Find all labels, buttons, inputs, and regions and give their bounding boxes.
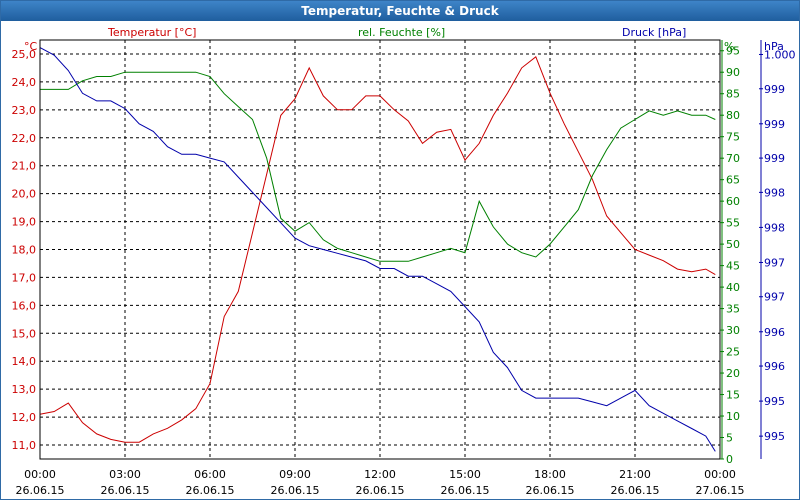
y-right2-tick-label: 998 — [764, 221, 785, 234]
y-left-tick-label: 21,0 — [12, 160, 37, 173]
y-right1-tick-label: 50 — [726, 238, 740, 251]
y-right1-tick-label: 40 — [726, 281, 740, 294]
x-tick-label: 18:00 — [534, 468, 566, 481]
y-right1-tick-label: 95 — [726, 45, 740, 58]
x-tick-label: 15:00 — [449, 468, 481, 481]
y-right1-tick-label: 85 — [726, 88, 740, 101]
x-tick-label: 00:00 — [704, 468, 736, 481]
x-tick-label: 27.06.15 — [696, 484, 745, 497]
x-tick-label: 26.06.15 — [186, 484, 235, 497]
y-left-tick-label: 14,0 — [12, 355, 37, 368]
y-right1-tick-label: 55 — [726, 217, 740, 230]
x-tick-label: 26.06.15 — [101, 484, 150, 497]
y-left-tick-label: 25,0 — [12, 48, 37, 61]
axis-labels: 00:00 26.06.15 03:00 26.06.15 06:00 26.06.15 0… — [12, 26, 796, 497]
x-tick-label: 26.06.15 — [526, 484, 575, 497]
y-right1-tick-label: 0 — [726, 453, 733, 466]
y-right2-unit: hPa — [764, 40, 784, 53]
x-tick-label: 26.06.15 — [271, 484, 320, 497]
axes — [39, 39, 763, 460]
x-tick-label: 00:00 — [24, 468, 56, 481]
y-right1-tick-label: 45 — [726, 260, 740, 273]
y-right2-tick-label: 995 — [764, 395, 785, 408]
y-left-tick-label: 23,0 — [12, 104, 37, 117]
y-right1-tick-label: 15 — [726, 389, 740, 402]
grid-lines — [40, 40, 720, 459]
x-tick-label: 21:00 — [619, 468, 651, 481]
legend-pressure: Druck [hPa] — [622, 26, 686, 39]
y-right1-tick-label: 30 — [726, 324, 740, 337]
y-right1-tick-label: 65 — [726, 174, 740, 187]
plot-border — [39, 39, 721, 460]
x-tick-label: 26.06.15 — [356, 484, 405, 497]
y-right1-unit: % — [724, 40, 734, 53]
y-right2-tick-label: 999 — [764, 152, 785, 165]
chart-title: Temperatur, Feuchte & Druck — [1, 1, 799, 21]
y-right2-tick-label: 996 — [764, 360, 785, 373]
x-tick-label: 03:00 — [109, 468, 141, 481]
y-left-tick-label: 13,0 — [12, 383, 37, 396]
y-left-tick-label: 12,0 — [12, 411, 37, 424]
y-right2-tick-label: 995 — [764, 430, 785, 443]
y-left-tick-label: 24,0 — [12, 76, 37, 89]
y-left-tick-label: 11,0 — [12, 439, 37, 452]
y-left-tick-label: 20,0 — [12, 188, 37, 201]
y-right2-tick-label: 997 — [764, 256, 785, 269]
y-left-tick-label: 19,0 — [12, 216, 37, 229]
y-right2-tick-label: 996 — [764, 326, 785, 339]
legend-humidity: rel. Feuchte [%] — [358, 26, 445, 39]
y-right1-tick-label: 75 — [726, 131, 740, 144]
y-left-tick-label: 16,0 — [12, 299, 37, 312]
series-line-pressure — [39, 47, 716, 452]
y-left-tick-label: 18,0 — [12, 244, 37, 257]
x-tick-label: 26.06.15 — [611, 484, 660, 497]
y-right1-tick-label: 80 — [726, 109, 740, 122]
y-right2-tick-label: 997 — [764, 291, 785, 304]
y-left-tick-label: 22,0 — [12, 132, 37, 145]
legend-temperature: Temperatur [°C] — [107, 26, 196, 39]
y-right1-tick-label: 35 — [726, 303, 740, 316]
y-right1-tick-label: 25 — [726, 346, 740, 359]
y-right1-tick-label: 70 — [726, 152, 740, 165]
series-line-temperature — [39, 55, 716, 443]
y-right2-tick-label: 998 — [764, 186, 785, 199]
x-tick-label: 06:00 — [194, 468, 226, 481]
x-tick-label: 26.06.15 — [16, 484, 65, 497]
y-right2-tick-label: 999 — [764, 118, 785, 131]
y-right1-tick-label: 10 — [726, 410, 740, 423]
y-right1-tick-label: 5 — [726, 432, 733, 445]
y-left-tick-label: 17,0 — [12, 271, 37, 284]
y-left-unit: °C — [24, 40, 38, 53]
x-tick-label: 26.06.15 — [441, 484, 490, 497]
y-left-tick-label: 15,0 — [12, 327, 37, 340]
series-line-humidity — [40, 71, 716, 262]
y-right1-tick-label: 60 — [726, 195, 740, 208]
y-right2-tick-label: 999 — [764, 83, 785, 96]
y-right2-tick-label: 1.000 — [764, 48, 796, 61]
x-tick-label: 09:00 — [279, 468, 311, 481]
series-lines — [39, 47, 716, 452]
x-tick-label: 12:00 — [364, 468, 396, 481]
y-right1-tick-label: 20 — [726, 367, 740, 380]
y-right1-tick-label: 90 — [726, 66, 740, 79]
